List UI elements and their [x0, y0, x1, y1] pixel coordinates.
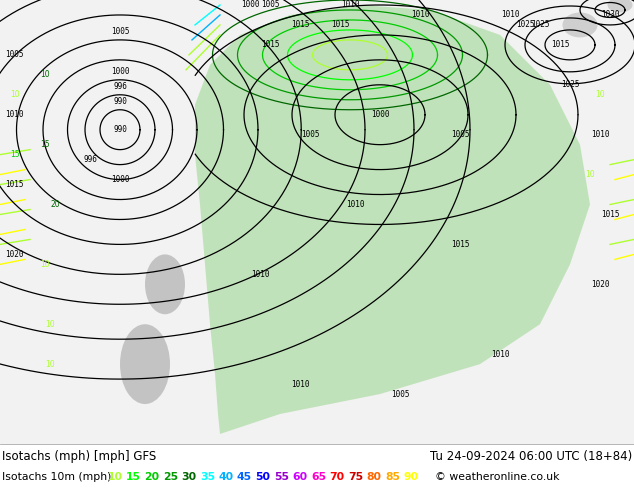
Text: 1010: 1010: [591, 130, 609, 139]
Text: 45: 45: [237, 472, 252, 482]
Text: 10: 10: [585, 170, 595, 179]
Text: 10: 10: [10, 90, 20, 99]
Text: 1005: 1005: [451, 130, 469, 139]
Text: 1020: 1020: [5, 250, 23, 259]
Text: 10: 10: [40, 260, 50, 269]
Text: 75: 75: [348, 472, 363, 482]
Text: 15: 15: [40, 140, 50, 149]
Ellipse shape: [607, 0, 633, 12]
Text: Isotachs (mph) [mph] GFS: Isotachs (mph) [mph] GFS: [2, 450, 156, 464]
Text: 10: 10: [40, 71, 50, 79]
Text: 1005: 1005: [261, 0, 279, 9]
Text: 1010: 1010: [346, 200, 365, 209]
Text: 55: 55: [274, 472, 289, 482]
Text: 10: 10: [108, 472, 122, 482]
Text: 15: 15: [10, 150, 20, 159]
Text: 65: 65: [311, 472, 326, 482]
Text: 1015: 1015: [261, 40, 279, 49]
Ellipse shape: [562, 12, 597, 37]
Text: 15: 15: [126, 472, 141, 482]
Text: 60: 60: [292, 472, 307, 482]
Text: 10: 10: [45, 320, 55, 329]
Text: 1010: 1010: [5, 110, 23, 119]
Text: 990: 990: [113, 97, 127, 106]
Text: 10: 10: [45, 360, 55, 368]
Text: 1025: 1025: [531, 21, 549, 29]
Ellipse shape: [120, 324, 170, 404]
Text: 1020: 1020: [591, 280, 609, 289]
Text: 40: 40: [219, 472, 233, 482]
Text: 1010: 1010: [491, 350, 509, 359]
Text: 1005: 1005: [301, 130, 320, 139]
Text: 1000: 1000: [241, 0, 259, 9]
Text: Tu 24-09-2024 06:00 UTC (18+84): Tu 24-09-2024 06:00 UTC (18+84): [430, 450, 632, 464]
Text: 996: 996: [83, 155, 97, 164]
Text: 1000: 1000: [371, 110, 389, 119]
Text: 1015: 1015: [451, 240, 469, 249]
Text: 80: 80: [366, 472, 382, 482]
Text: 990: 990: [113, 125, 127, 134]
Text: 1010: 1010: [411, 10, 429, 20]
Text: 1025: 1025: [560, 80, 579, 89]
Text: 35: 35: [200, 472, 215, 482]
Text: 1005: 1005: [5, 50, 23, 59]
Text: 20: 20: [50, 200, 60, 209]
Text: 1005: 1005: [111, 27, 129, 36]
Text: Isotachs 10m (mph): Isotachs 10m (mph): [2, 472, 112, 482]
Text: 1000: 1000: [111, 175, 129, 184]
Text: 1010: 1010: [291, 380, 309, 389]
Text: 1025: 1025: [515, 21, 534, 29]
Text: 1010: 1010: [251, 270, 269, 279]
Text: 1015: 1015: [551, 40, 569, 49]
Text: 10: 10: [595, 90, 605, 99]
Text: 85: 85: [385, 472, 400, 482]
Text: 1015: 1015: [331, 21, 349, 29]
Text: 1010: 1010: [501, 10, 519, 20]
Text: 30: 30: [181, 472, 197, 482]
Text: 90: 90: [403, 472, 418, 482]
Text: 996: 996: [113, 82, 127, 91]
Text: 25: 25: [163, 472, 178, 482]
Ellipse shape: [145, 254, 185, 314]
Text: 70: 70: [330, 472, 344, 482]
Text: 1000: 1000: [111, 67, 129, 76]
Text: 50: 50: [256, 472, 271, 482]
Text: 20: 20: [145, 472, 160, 482]
Text: © weatheronline.co.uk: © weatheronline.co.uk: [436, 472, 560, 482]
Text: 1015: 1015: [291, 21, 309, 29]
Text: 1005: 1005: [391, 390, 410, 398]
Text: 1015: 1015: [601, 210, 619, 219]
Polygon shape: [195, 5, 590, 434]
Text: 1030: 1030: [601, 10, 619, 20]
Text: 1010: 1010: [340, 0, 359, 9]
Text: 1015: 1015: [5, 180, 23, 189]
